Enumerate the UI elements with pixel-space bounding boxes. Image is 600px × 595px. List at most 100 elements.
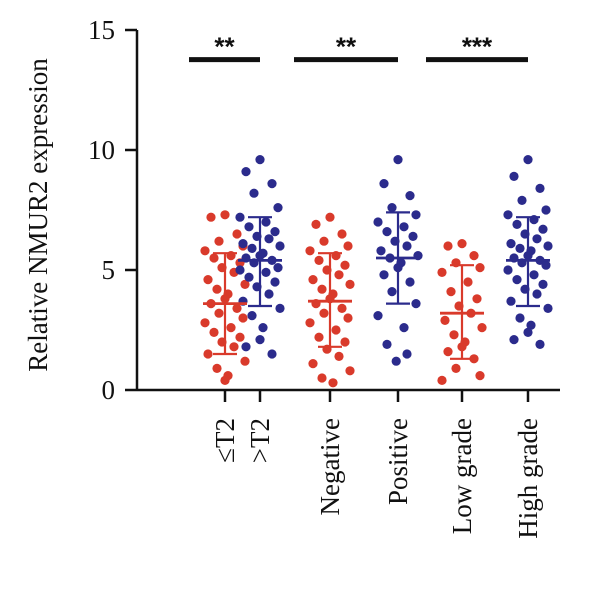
data-point — [451, 363, 461, 373]
data-point — [391, 356, 401, 366]
data-point — [212, 363, 222, 373]
y-tick-label: 0 — [102, 375, 116, 405]
data-point — [399, 222, 409, 232]
significance-label: ** — [336, 32, 357, 62]
data-point — [340, 337, 350, 347]
data-point — [393, 155, 403, 165]
data-point — [373, 217, 383, 227]
data-point — [402, 349, 412, 359]
data-point — [337, 303, 347, 313]
data-point — [405, 277, 415, 287]
data-point — [535, 339, 545, 349]
data-point — [308, 359, 318, 369]
data-point — [457, 239, 467, 249]
data-point — [411, 210, 421, 220]
data-point — [382, 227, 392, 237]
data-point — [515, 243, 525, 253]
data-point — [209, 327, 219, 337]
data-point — [512, 275, 522, 285]
data-point — [541, 260, 551, 270]
data-point — [526, 320, 536, 330]
significance-label: *** — [462, 32, 493, 62]
data-point — [273, 203, 283, 213]
data-point — [314, 255, 324, 265]
data-point — [440, 315, 450, 325]
errorbar-layer — [203, 211, 550, 360]
data-point — [317, 284, 327, 294]
data-point — [240, 279, 250, 289]
data-point — [506, 296, 516, 306]
data-point — [325, 212, 335, 222]
data-point — [379, 270, 389, 280]
data-point — [477, 323, 487, 333]
data-point — [229, 342, 239, 352]
data-point — [331, 325, 341, 335]
data-point — [273, 263, 283, 273]
data-point — [437, 267, 447, 277]
data-point — [319, 236, 329, 246]
axes: 0 5 10 15 — [88, 15, 560, 405]
data-point — [475, 263, 485, 273]
data-point — [214, 236, 224, 246]
data-point — [261, 217, 271, 227]
data-point — [503, 210, 513, 220]
data-point — [270, 277, 280, 287]
data-point — [255, 335, 265, 345]
data-point — [469, 251, 479, 261]
data-point — [203, 275, 213, 285]
data-point — [509, 171, 519, 181]
data-point — [244, 222, 254, 232]
data-point — [258, 323, 268, 333]
data-point — [232, 303, 242, 313]
data-point — [267, 349, 277, 359]
data-point — [529, 270, 539, 280]
data-point — [405, 191, 415, 201]
category-label: Positive — [383, 418, 413, 505]
data-point — [532, 234, 542, 244]
significance-label: ** — [214, 32, 235, 62]
data-point — [241, 342, 251, 352]
data-point — [206, 212, 216, 222]
data-point — [543, 241, 553, 251]
points-layer — [200, 155, 553, 388]
data-point — [532, 289, 542, 299]
data-point — [343, 241, 353, 251]
data-point — [543, 303, 553, 313]
data-point — [517, 195, 527, 205]
data-point — [238, 239, 248, 249]
data-point — [220, 375, 230, 385]
data-point — [232, 229, 242, 239]
data-point — [226, 323, 236, 333]
data-point — [270, 227, 280, 237]
data-point — [212, 284, 222, 294]
data-point — [200, 318, 210, 328]
data-point — [446, 287, 456, 297]
data-point — [200, 246, 210, 256]
y-axis-label: Relative NMUR2 expression — [23, 58, 53, 372]
data-point — [328, 378, 338, 388]
data-point — [334, 351, 344, 361]
category-label: ≤T2 — [210, 418, 240, 463]
category-label: High grade — [513, 418, 543, 539]
data-point — [244, 272, 254, 282]
data-point — [408, 231, 418, 241]
data-point — [334, 270, 344, 280]
data-point — [308, 275, 318, 285]
data-point — [275, 241, 285, 251]
data-point — [463, 277, 473, 287]
data-point — [247, 311, 257, 321]
data-point — [379, 179, 389, 189]
data-point — [515, 313, 525, 323]
data-point — [402, 241, 412, 251]
y-tick-label: 5 — [102, 255, 116, 285]
data-point — [220, 210, 230, 220]
data-point — [443, 347, 453, 357]
data-point — [240, 356, 250, 366]
data-point — [382, 339, 392, 349]
data-point — [241, 167, 251, 177]
data-point — [523, 155, 533, 165]
data-point — [535, 183, 545, 193]
data-point — [255, 155, 265, 165]
data-point — [399, 323, 409, 333]
